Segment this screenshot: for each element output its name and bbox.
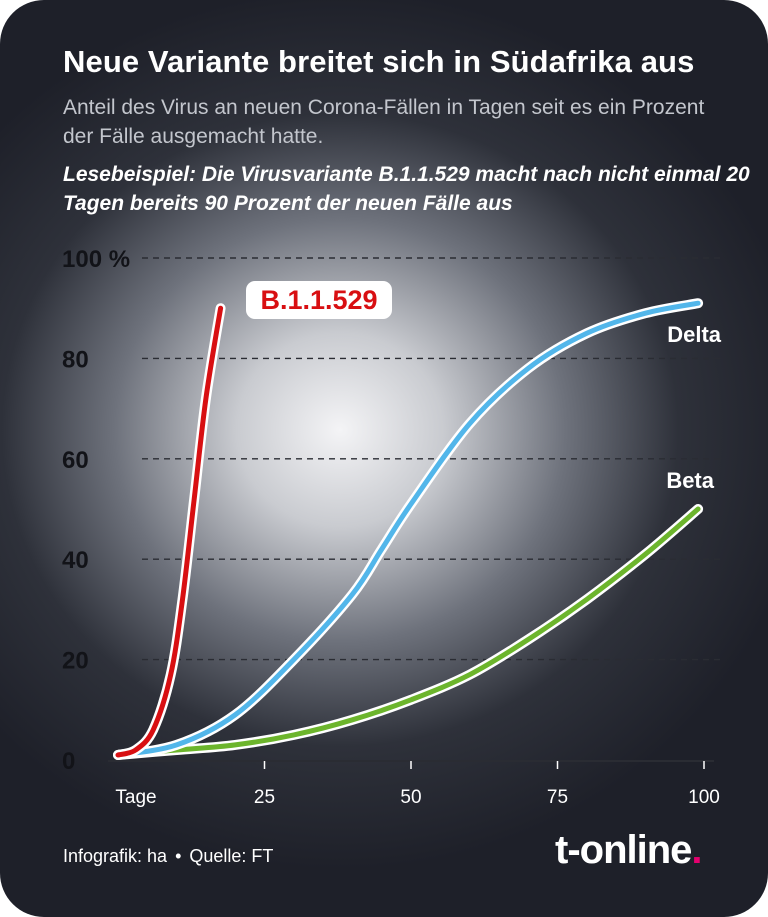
x-axis-label: Tage	[115, 787, 156, 808]
x-axis	[108, 760, 714, 769]
series-labels: B.1.1.529 Delta Beta	[246, 281, 722, 493]
series-line-delta	[115, 300, 701, 758]
x-tick-label: 75	[547, 787, 568, 808]
logo-text: t-online	[555, 828, 692, 872]
credit-text: Infografik: ha	[63, 846, 168, 866]
x-tick-labels: Tage 25 50 75 100	[115, 787, 719, 808]
chart-subtitle: Anteil des Virus an neuen Corona-Fällen …	[63, 96, 705, 148]
series-label-delta: Delta	[667, 322, 722, 347]
series-outline-beta	[113, 504, 704, 760]
y-tick-labels: 0 20 40 60 80 100 %	[62, 246, 130, 775]
series-label-b11529: B.1.1.529	[260, 285, 377, 315]
x-tick-label: 50	[400, 787, 421, 808]
y-tick-label: 40	[62, 547, 89, 574]
x-tick-label: 100	[688, 787, 720, 808]
y-tick-label: 20	[62, 648, 89, 675]
logo-dot: .	[691, 828, 702, 872]
series-label-beta: Beta	[666, 468, 714, 493]
y-tick-label: 0	[62, 748, 75, 775]
chart-title: Neue Variante breitet sich in Südafrika …	[63, 44, 695, 79]
label-box-b11529	[246, 281, 392, 319]
source-text: Quelle: FT	[189, 846, 274, 866]
series-line-b-1-1-529	[115, 305, 224, 758]
series-lines	[113, 298, 704, 760]
series-line-beta	[115, 506, 701, 758]
grid-lines	[142, 257, 724, 661]
footer-separator: •	[175, 846, 182, 866]
reading-example-note: Lesebeispiel: Die Virusvariante B.1.1.52…	[63, 163, 750, 215]
y-tick-label: 60	[62, 447, 89, 474]
t-online-logo: t-online.	[555, 828, 703, 873]
y-tick-label: 80	[62, 346, 89, 373]
y-tick-label: 100 %	[62, 246, 130, 273]
footer-credits: Infografik: ha • Quelle: FT	[63, 846, 273, 867]
x-tick-label: 25	[254, 787, 275, 808]
